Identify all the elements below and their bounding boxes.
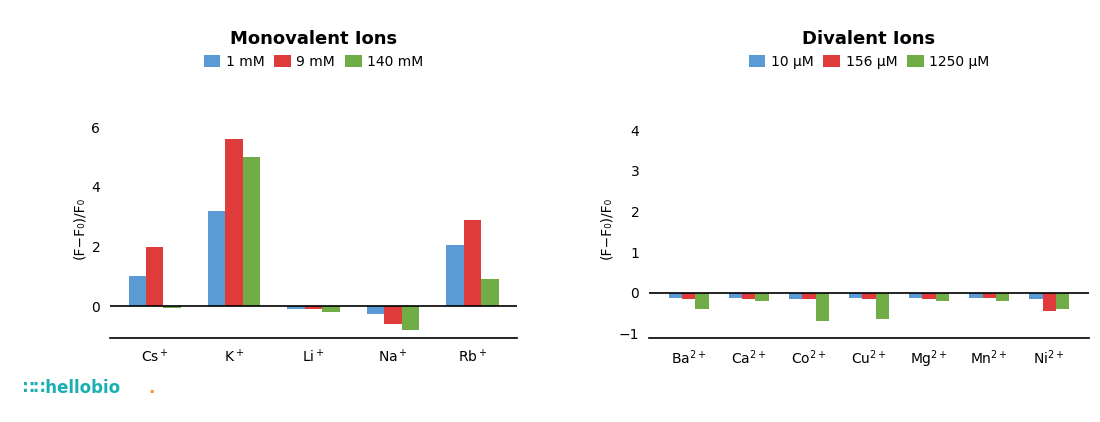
- Bar: [669, 293, 682, 298]
- Bar: [384, 306, 402, 324]
- Text: .: .: [148, 379, 155, 397]
- Bar: [463, 220, 481, 306]
- Bar: [226, 139, 243, 306]
- Bar: [695, 293, 708, 309]
- Bar: [129, 276, 146, 306]
- Bar: [982, 293, 996, 298]
- Bar: [802, 293, 815, 299]
- Bar: [682, 293, 695, 299]
- Bar: [208, 211, 226, 306]
- Bar: [849, 293, 862, 298]
- Bar: [1043, 293, 1056, 311]
- Bar: [910, 293, 923, 298]
- Bar: [936, 293, 949, 301]
- Bar: [923, 293, 936, 299]
- Y-axis label: (F−F₀)/F₀: (F−F₀)/F₀: [72, 197, 86, 259]
- Bar: [996, 293, 1009, 301]
- Text: Monovalent Ions: Monovalent Ions: [230, 30, 397, 48]
- Text: ∷∷hellobio: ∷∷hellobio: [22, 379, 120, 397]
- Text: Divalent Ions: Divalent Ions: [802, 30, 936, 48]
- Bar: [146, 246, 164, 306]
- Bar: [756, 293, 769, 301]
- Bar: [402, 306, 419, 330]
- Bar: [742, 293, 756, 299]
- Bar: [1056, 293, 1069, 309]
- Bar: [322, 306, 340, 312]
- Bar: [305, 306, 322, 309]
- Bar: [862, 293, 876, 299]
- Bar: [481, 279, 498, 306]
- Bar: [789, 293, 802, 299]
- Bar: [447, 245, 463, 306]
- Bar: [815, 293, 828, 321]
- Bar: [164, 306, 180, 308]
- Legend: 1 mM, 9 mM, 140 mM: 1 mM, 9 mM, 140 mM: [204, 55, 424, 69]
- Y-axis label: (F−F₀)/F₀: (F−F₀)/F₀: [600, 197, 613, 259]
- Bar: [287, 306, 305, 309]
- Bar: [1030, 293, 1043, 299]
- Bar: [729, 293, 743, 298]
- Bar: [876, 293, 889, 319]
- Legend: 10 μM, 156 μM, 1250 μM: 10 μM, 156 μM, 1250 μM: [749, 55, 989, 69]
- Bar: [366, 306, 384, 314]
- Bar: [243, 157, 261, 306]
- Bar: [969, 293, 982, 298]
